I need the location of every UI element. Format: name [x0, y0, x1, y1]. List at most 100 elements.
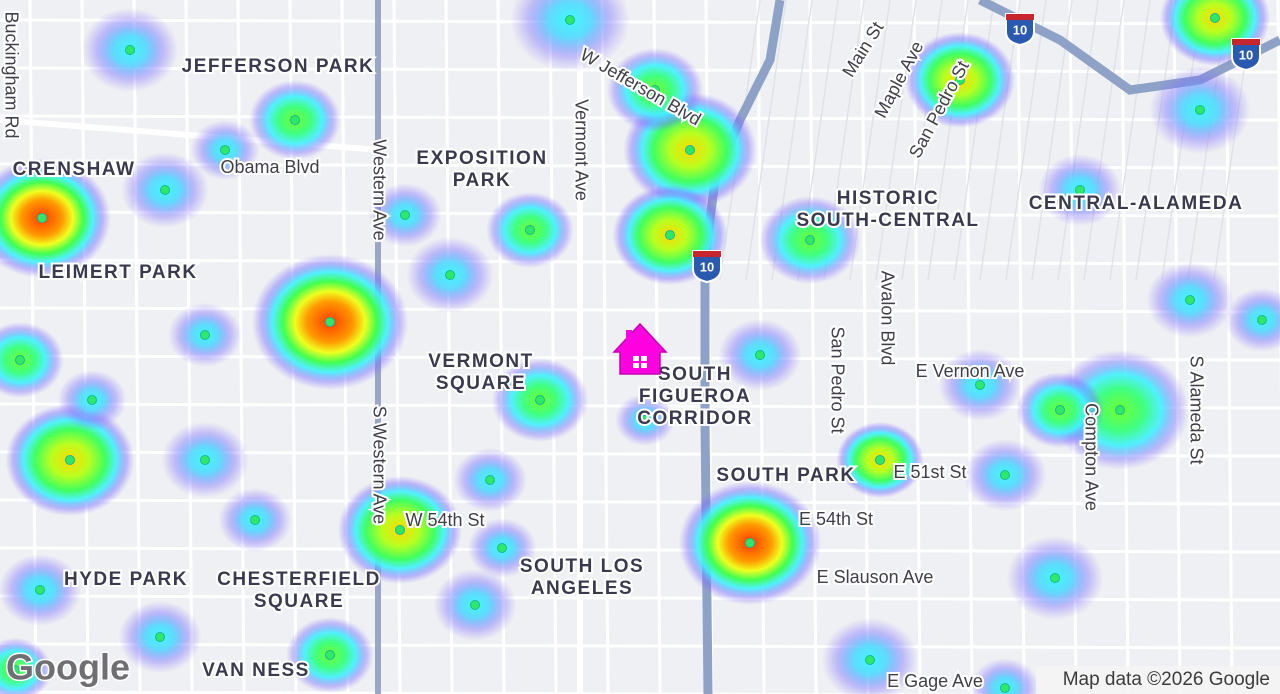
street-line	[1005, 0, 1047, 281]
point	[650, 85, 660, 95]
point	[1055, 405, 1065, 415]
neighborhood-label: CORRIDOR	[637, 408, 752, 429]
point	[200, 330, 210, 340]
point	[805, 235, 815, 245]
street-line	[979, 0, 1021, 281]
neighborhood-label: HISTORIC	[837, 188, 939, 209]
point	[1195, 105, 1205, 115]
highway-shield-label: 10	[700, 259, 714, 274]
heat-spot	[0, 322, 64, 398]
heat-spot	[510, 0, 630, 72]
point	[445, 270, 455, 280]
highway-shield-label: 10	[1013, 22, 1027, 37]
point	[485, 475, 495, 485]
street-label: San Pedro St	[827, 326, 847, 433]
attribution-background	[1036, 666, 1280, 694]
point	[535, 395, 545, 405]
point	[565, 15, 575, 25]
point	[1050, 573, 1060, 583]
street-line	[548, 0, 558, 694]
point	[745, 538, 755, 548]
neighborhood-label: SQUARE	[436, 373, 526, 394]
point	[200, 455, 210, 465]
street-line	[745, 0, 787, 281]
home-marker	[612, 322, 668, 375]
highway-shield	[1231, 38, 1261, 72]
point	[865, 655, 875, 665]
neighborhood-label: HYDE PARK	[64, 569, 188, 590]
point	[400, 210, 410, 220]
point	[325, 317, 335, 327]
street-label: Western Ave	[369, 139, 389, 240]
point	[1115, 405, 1125, 415]
neighborhood-label: SOUTH PARK	[716, 465, 855, 486]
heat-spot	[0, 638, 52, 694]
street-line	[0, 690, 1121, 694]
point	[470, 600, 480, 610]
point	[155, 632, 165, 642]
point	[875, 455, 885, 465]
street-label: E 51st St	[893, 462, 966, 482]
point	[395, 525, 405, 535]
point	[525, 225, 535, 235]
point	[325, 650, 335, 660]
heat-spot	[0, 158, 111, 278]
street-line	[875, 0, 917, 281]
point	[125, 45, 135, 55]
neighborhood-label: FIGUEROA	[639, 386, 751, 407]
street-label: E Vernon Ave	[916, 361, 1025, 381]
street-line	[0, 18, 1280, 26]
street-label: Avalon Blvd	[877, 271, 897, 366]
point	[1000, 683, 1010, 693]
point	[1000, 470, 1010, 480]
point	[290, 115, 300, 125]
neighborhood-label: VAN NESS	[202, 660, 310, 681]
point	[955, 75, 965, 85]
highway-shield-top	[1232, 39, 1260, 45]
neighborhood-label: LEIMERT PARK	[38, 262, 197, 283]
point	[87, 395, 97, 405]
neighborhood-label: PARK	[453, 170, 511, 191]
street-line	[1135, 0, 1177, 281]
point	[35, 585, 45, 595]
street-line	[496, 0, 506, 694]
street-label: S Western Ave	[369, 406, 389, 524]
point	[640, 415, 650, 425]
point	[1210, 13, 1220, 23]
street-line	[0, 642, 1280, 650]
street-line	[1057, 0, 1099, 281]
street-label: S Alameda St	[1186, 355, 1206, 464]
street-label: Vermont Ave	[571, 99, 591, 201]
street-label: Compton Ave	[1081, 403, 1101, 511]
point	[755, 350, 765, 360]
point	[37, 213, 47, 223]
neighborhood-label: CHESTERFIELD	[217, 569, 381, 590]
street-label: Buckingham Rd	[1, 11, 21, 138]
point	[1185, 295, 1195, 305]
highway-shield	[692, 250, 722, 284]
neighborhood-label: SOUTH	[658, 364, 732, 385]
street-label: W 54th St	[405, 510, 484, 530]
street-line	[1120, 0, 1130, 694]
street-line	[1083, 0, 1125, 281]
attribution: Map data ©2026 Google	[1063, 669, 1270, 690]
street-line	[600, 0, 610, 694]
google-logo: Google	[6, 647, 130, 688]
point	[1075, 185, 1085, 195]
neighborhood-label: EXPOSITION	[416, 148, 547, 169]
point	[160, 185, 170, 195]
point	[220, 145, 230, 155]
neighborhood-label: SOUTH LOS	[520, 556, 644, 577]
neighborhood-label: CRENSHAW	[13, 159, 136, 180]
highway-shield	[1005, 13, 1035, 47]
street-label: E Slauson Ave	[817, 567, 934, 587]
street-line	[0, 498, 1280, 506]
street-label: Obama Blvd	[220, 157, 319, 177]
neighborhood-label: SQUARE	[254, 591, 344, 612]
neighborhood-label: ANGELES	[531, 578, 633, 599]
point	[975, 380, 985, 390]
heat-spot	[970, 658, 1040, 694]
heat-spot	[1225, 288, 1280, 352]
